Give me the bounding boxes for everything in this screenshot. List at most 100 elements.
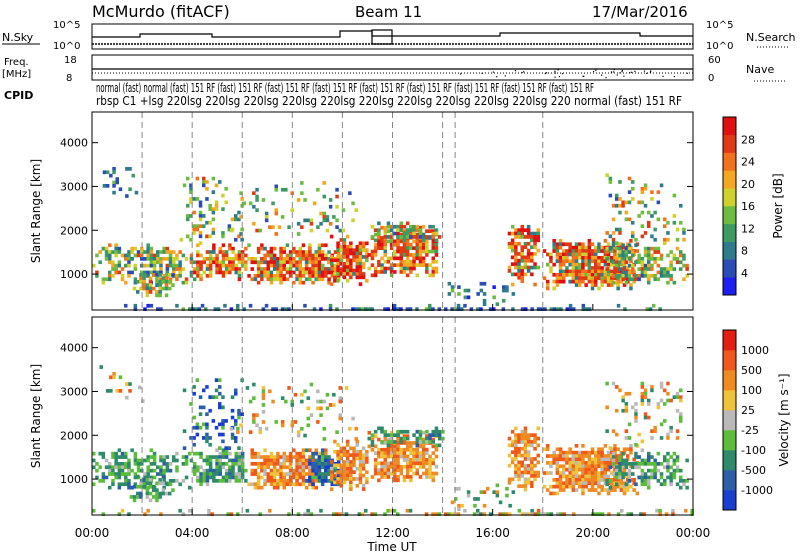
velocity-echo-cell xyxy=(620,508,624,513)
velocity-echo-cell xyxy=(218,391,222,396)
power-echo-cell xyxy=(365,241,369,246)
power-echo-cell xyxy=(415,307,419,311)
velocity-echo-cell xyxy=(434,433,439,437)
power-echo-cell xyxy=(514,235,518,239)
power-echo-cell xyxy=(428,249,432,254)
velocity-echo-cell xyxy=(234,458,238,463)
power-echo-cell xyxy=(469,307,474,311)
velocity-echo-cell xyxy=(224,462,229,466)
velocity-echo-cell xyxy=(319,399,323,404)
velocity-echo-cell xyxy=(607,512,611,516)
velocity-echo-cell xyxy=(370,443,375,448)
velocity-echo-cell xyxy=(431,461,435,466)
power-echo-cell xyxy=(640,210,645,215)
power-echo-cell xyxy=(669,260,673,265)
power-echo-cell xyxy=(666,253,670,258)
velocity-echo-cell xyxy=(495,490,500,494)
velocity-echo-cell xyxy=(208,442,212,447)
velocity-echo-cell xyxy=(212,479,216,483)
velocity-echo-cell xyxy=(383,512,387,516)
power-echo-cell xyxy=(645,307,650,311)
power-echo-cell xyxy=(260,260,264,265)
velocity-echo-cell xyxy=(355,439,359,444)
power-echo-cell xyxy=(621,257,625,261)
velocity-echo-cell xyxy=(221,455,226,459)
power-echo-cell xyxy=(189,186,193,191)
power-ytick-label: 3000 xyxy=(60,180,88,193)
power-echo-cell xyxy=(308,277,312,282)
power-echo-cell xyxy=(266,274,270,278)
power-echo-cell xyxy=(342,244,347,249)
velocity-echo-cell xyxy=(317,458,322,463)
velocity-echo-cell xyxy=(109,389,113,393)
power-echo-cell xyxy=(587,249,592,253)
velocity-echo-cell xyxy=(409,475,413,479)
power-echo-cell xyxy=(546,283,550,287)
power-echo-cell xyxy=(581,269,585,274)
power-echo-cell xyxy=(165,267,170,271)
power-echo-cell xyxy=(361,244,366,249)
velocity-echo-cell xyxy=(237,415,241,420)
velocity-echo-cell xyxy=(208,458,213,463)
velocity-echo-cell xyxy=(555,447,560,452)
velocity-echo-cell xyxy=(272,479,277,483)
velocity-echo-cell xyxy=(659,475,664,480)
power-echo-cell xyxy=(425,229,429,233)
power-echo-cell xyxy=(125,167,129,171)
velocity-echo-cell xyxy=(162,468,166,473)
power-echo-cell xyxy=(261,307,266,311)
power-echo-cell xyxy=(627,257,632,261)
velocity-echo-cell xyxy=(336,453,340,457)
velocity-echo-cell xyxy=(274,420,278,424)
velocity-echo-cell xyxy=(164,491,169,496)
power-echo-cell xyxy=(224,186,228,191)
power-echo-cell xyxy=(431,256,435,261)
power-echo-cell xyxy=(610,273,614,277)
velocity-echo-cell xyxy=(600,467,604,472)
power-echo-cell xyxy=(425,266,429,271)
power-echo-cell xyxy=(415,256,419,261)
power-ytick-label: 2000 xyxy=(60,224,88,237)
velocity-echo-cell xyxy=(279,465,283,470)
power-echo-cell xyxy=(507,231,512,236)
power-echo-cell xyxy=(152,260,157,265)
velocity-echo-cell xyxy=(358,466,363,471)
power-echo-cell xyxy=(634,274,638,278)
power-echo-cell xyxy=(558,279,563,284)
power-echo-cell xyxy=(615,227,619,232)
velocity-echo-cell xyxy=(524,512,528,516)
velocity-echo-cell xyxy=(202,458,206,463)
velocity-echo-cell xyxy=(361,453,366,457)
power-echo-cell xyxy=(552,286,556,291)
power-echo-cell xyxy=(682,277,686,282)
power-echo-cell xyxy=(314,250,318,254)
power-echo-cell xyxy=(600,249,604,253)
power-echo-cell xyxy=(118,187,123,192)
velocity-echo-cell xyxy=(276,468,280,473)
velocity-echo-cell xyxy=(335,430,339,434)
velocity-echo-cell xyxy=(621,472,625,476)
velocity-echo-cell xyxy=(250,462,254,466)
power-echo-cell xyxy=(345,272,350,276)
power-echo-cell xyxy=(279,277,283,282)
velocity-echo-cell xyxy=(218,422,222,427)
velocity-echo-cell xyxy=(333,468,338,473)
power-echo-cell xyxy=(672,257,677,261)
power-echo-cell xyxy=(345,255,350,259)
power-echo-cell xyxy=(626,242,630,247)
power-echo-cell xyxy=(533,265,537,270)
power-echo-cell xyxy=(431,246,435,250)
velocity-echo-cell xyxy=(218,472,222,476)
velocity-echo-cell xyxy=(358,460,363,464)
velocity-echo-cell xyxy=(188,485,192,490)
velocity-echo-cell xyxy=(594,464,598,469)
velocity-echo-cell xyxy=(418,444,423,449)
velocity-echo-cell xyxy=(295,468,299,473)
velocity-echo-cell xyxy=(301,455,306,459)
velocity-echo-cell xyxy=(263,448,267,453)
power-echo-cell xyxy=(514,262,518,266)
power-echo-cell xyxy=(434,270,439,274)
velocity-echo-cell xyxy=(526,440,531,444)
velocity-echo-cell xyxy=(606,467,611,472)
power-echo-cell xyxy=(581,252,585,257)
